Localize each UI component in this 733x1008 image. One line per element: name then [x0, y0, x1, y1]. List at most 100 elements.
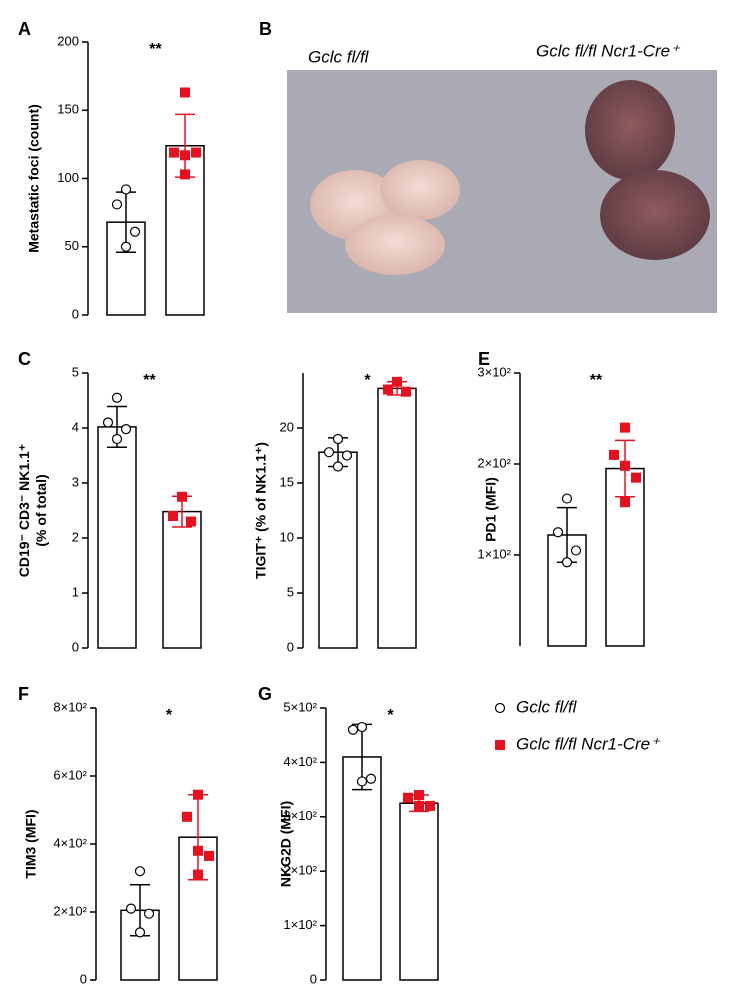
data-point — [143, 908, 155, 919]
chart: F 0 2×10² 4×10² 6×10² 8×10² TIM3 (MFI) * — [18, 684, 218, 986]
bar — [318, 451, 358, 649]
y-axis-label: TIGIT⁺ (% of NK1.1⁺) — [253, 442, 269, 579]
tissue — [380, 160, 460, 220]
y-tick-label: 5 — [72, 364, 79, 379]
data-point — [494, 702, 506, 714]
data-point — [356, 776, 368, 787]
data-point — [120, 424, 132, 435]
data-point — [403, 792, 413, 803]
significance: * — [364, 372, 371, 389]
chart: A 0 50 100 150 200 Metastatic foci (count) ** — [18, 19, 205, 321]
data-point — [186, 516, 196, 527]
y-tick-label: 0 — [72, 639, 79, 654]
y-tick-label: 5×10² — [283, 699, 317, 714]
y-tick-label: 0 — [72, 306, 79, 321]
y-tick-label: 3×10² — [477, 364, 511, 379]
data-point — [401, 386, 411, 397]
y-tick-label: 4×10² — [53, 835, 87, 850]
panel-letter: E — [478, 349, 490, 369]
y-tick-label: 50 — [65, 238, 79, 253]
y-tick-label: 2×10² — [283, 863, 317, 878]
legend-label: Gclc fl/fl — [516, 697, 578, 716]
data-point — [134, 866, 146, 877]
y-tick-label: 5 — [287, 584, 294, 599]
significance: * — [387, 707, 394, 724]
data-point — [332, 461, 344, 472]
y-tick-label: 15 — [280, 474, 294, 489]
significance: ** — [590, 372, 603, 389]
data-point — [383, 384, 393, 395]
y-tick-label: 20 — [280, 419, 294, 434]
y-tick-label: 200 — [57, 33, 79, 48]
data-point — [620, 460, 630, 471]
data-point — [392, 376, 402, 387]
data-point — [180, 169, 190, 180]
data-point — [180, 150, 190, 161]
data-point — [332, 433, 344, 445]
data-point — [341, 450, 353, 461]
y-tick-label: 150 — [57, 102, 79, 117]
data-point — [631, 472, 641, 483]
panel-letter: A — [18, 19, 31, 39]
tissue — [345, 215, 445, 275]
y-tick-label: 1×10² — [477, 546, 511, 561]
y-tick-label: 2 — [72, 529, 79, 544]
data-point — [552, 527, 564, 538]
data-point — [570, 545, 582, 556]
y-tick-label: 3 — [72, 474, 79, 489]
data-point — [177, 491, 187, 502]
data-point — [323, 447, 335, 458]
y-axis-label: NKG2D (MFI) — [278, 801, 294, 887]
data-point — [347, 724, 359, 735]
chart: E 1×10² 2×10² 3×10² PD1 (MFI) ** — [477, 349, 645, 647]
significance: * — [166, 707, 173, 724]
photo-panel: B Gclc fl/fl Gclc fl/fl Ncr1-Cre⁺ — [259, 19, 717, 313]
significance: ** — [149, 41, 162, 58]
data-point — [193, 789, 203, 800]
y-tick-label: 3×10² — [283, 808, 317, 823]
data-point — [414, 790, 424, 801]
data-point — [414, 802, 424, 813]
data-point — [365, 773, 377, 784]
data-point — [111, 433, 123, 445]
data-point — [193, 869, 203, 880]
data-point — [191, 147, 201, 158]
tissue — [585, 80, 675, 180]
chart: C 0 1 2 3 4 5 CD19⁻ CD3⁻ NK1.1⁺ (% of total) ** — [16, 349, 202, 654]
y-tick-label: 10 — [280, 529, 294, 544]
data-point — [425, 800, 435, 811]
y-tick-label: 4 — [72, 419, 79, 434]
data-point — [356, 721, 368, 733]
significance: ** — [143, 372, 156, 389]
bar — [342, 756, 382, 981]
y-tick-label: 0 — [310, 971, 317, 986]
data-point — [193, 845, 203, 856]
y-tick-label: 0 — [287, 639, 294, 654]
data-point — [495, 740, 505, 750]
y-tick-label: 4×10² — [283, 754, 317, 769]
bar — [399, 802, 439, 981]
data-point — [168, 511, 178, 521]
y-tick-label: 100 — [57, 170, 79, 185]
bar — [97, 426, 137, 649]
y-tick-label: 8×10² — [53, 699, 87, 714]
data-point — [120, 184, 132, 195]
data-point — [182, 811, 192, 822]
data-point — [111, 392, 123, 403]
y-tick-label: 2×10² — [53, 903, 87, 918]
data-point — [609, 449, 619, 460]
chart: 0 5 10 15 20 TIGIT⁺ (% of NK1.1⁺) * — [253, 372, 417, 654]
y-tick-label: 0 — [80, 971, 87, 986]
y-tick-label: 1 — [72, 584, 79, 599]
data-point — [180, 87, 190, 98]
data-point — [111, 199, 123, 210]
chart: G 0 1×10² 2×10² 3×10² 4×10² 5×10² NKG2D (MFI) * — [258, 684, 439, 986]
photo-label: Gclc fl/fl Ncr1-Cre⁺ — [536, 41, 681, 60]
y-axis-label: CD19⁻ CD3⁻ NK1.1⁺ — [16, 444, 32, 577]
data-point — [134, 927, 146, 938]
legend: Gclc fl/fl Gclc fl/fl Ncr1-Cre⁺ — [494, 697, 661, 753]
data-point — [561, 493, 573, 504]
legend-label: Gclc fl/fl Ncr1-Cre⁺ — [516, 734, 661, 753]
bar — [377, 387, 417, 649]
